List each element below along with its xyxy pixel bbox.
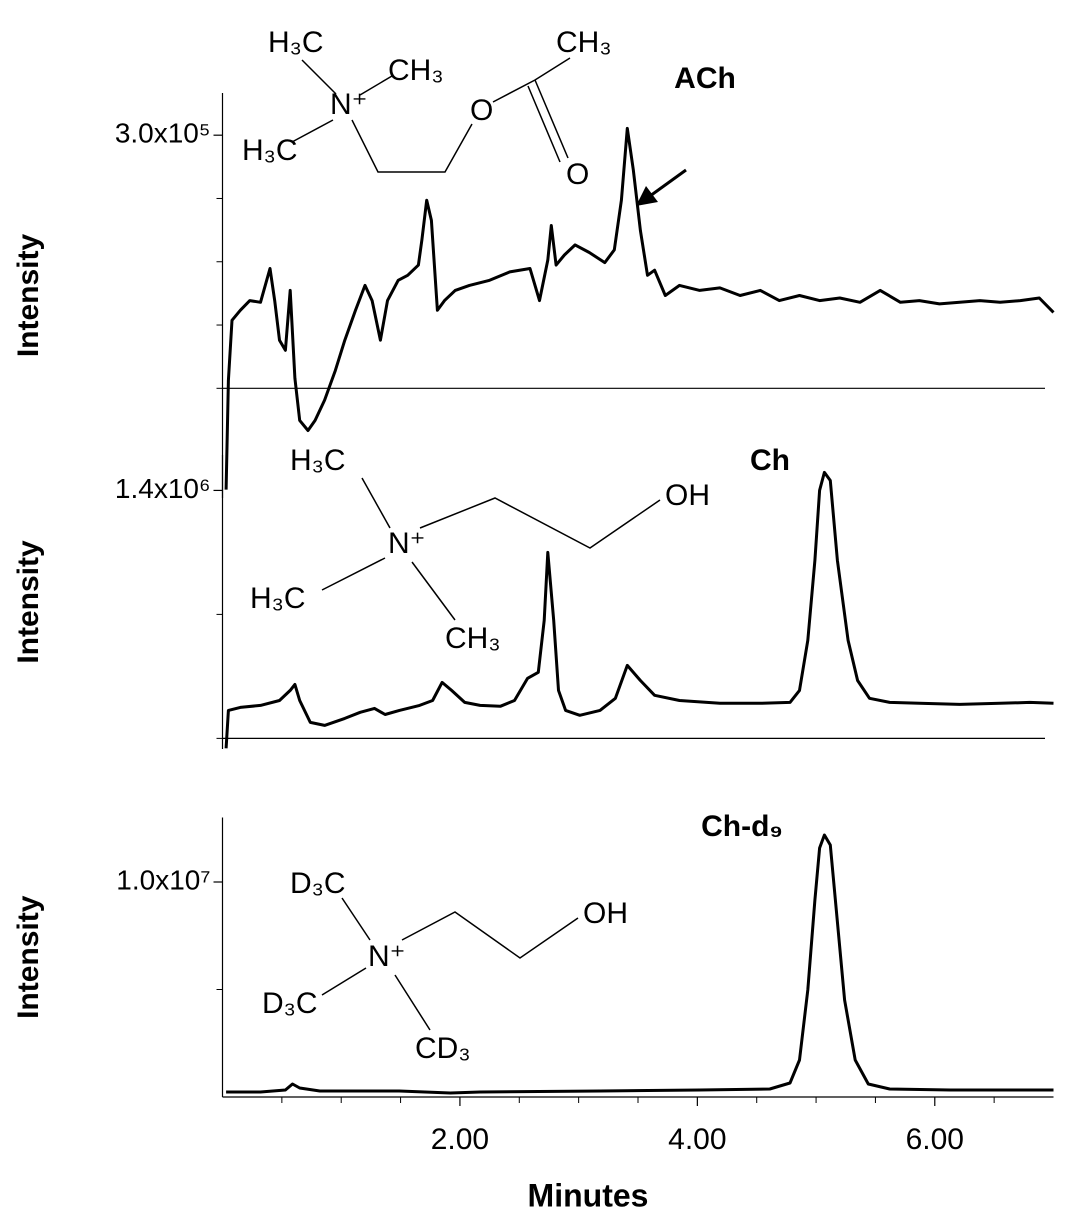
structure-text: CH₃ (556, 26, 612, 59)
y-axis-label: Intensity (12, 234, 45, 358)
bond (341, 897, 371, 941)
structure-text: H₃C (250, 582, 306, 615)
structure-text: N⁺ (368, 940, 406, 973)
arrow-head (636, 186, 658, 206)
bond (419, 497, 661, 549)
structure-ch: H₃C N⁺ OH H₃C CH₃ (250, 444, 710, 655)
bond (527, 85, 561, 163)
compound-label: ACh (674, 62, 736, 95)
bond (321, 557, 386, 591)
trace (226, 833, 1054, 1095)
structure-text: H₃C (268, 26, 324, 59)
structure-text: CH₃ (388, 54, 444, 87)
bond (361, 477, 391, 529)
structure-text: D₃C (262, 987, 318, 1020)
bond (394, 974, 431, 1031)
bond (291, 119, 334, 143)
trace (224, 470, 1054, 749)
y-axis-label: Intensity (12, 895, 45, 1019)
structure-ch-d9: D₃C N⁺ OH D₃C CD₃ (262, 867, 628, 1065)
y-tick-label: 3.0x10⁵ (115, 118, 211, 149)
structure-text: OH (583, 897, 628, 930)
structure-text: CD₃ (415, 1032, 471, 1065)
trace (224, 126, 1055, 490)
bond (401, 911, 579, 959)
structure-text: N⁺ (330, 88, 368, 121)
y-tick-label: 1.4x10⁶ (115, 473, 211, 504)
structure-text: O (470, 94, 493, 127)
structure-text: OH (665, 479, 710, 512)
structure-text: H₃C (242, 134, 298, 167)
bond (411, 561, 456, 621)
structure-text: D₃C (290, 867, 346, 900)
bond (534, 79, 569, 159)
structure-text: H₃C (290, 444, 346, 477)
x-axis-label: Minutes (528, 1177, 649, 1213)
y-axis-label: Intensity (12, 540, 45, 664)
x-tick-label: 4.00 (668, 1123, 726, 1156)
bond (321, 967, 367, 996)
structure-ach: H₃C CH₃ N⁺ H₃C O CH₃ O (242, 26, 612, 191)
structure-text: O (566, 158, 589, 191)
bond (301, 59, 337, 95)
x-tick-label: 2.00 (431, 1123, 489, 1156)
arrow (649, 168, 687, 198)
x-tick-label: 6.00 (906, 1123, 964, 1156)
structure-text: N⁺ (388, 527, 426, 560)
bond (351, 119, 473, 173)
compound-label: Ch (750, 444, 790, 477)
structure-text: CH₃ (445, 622, 501, 655)
y-tick-label: 1.0x10⁷ (116, 864, 210, 895)
compound-label: Ch-d₉ (701, 810, 783, 843)
bond (359, 75, 393, 96)
